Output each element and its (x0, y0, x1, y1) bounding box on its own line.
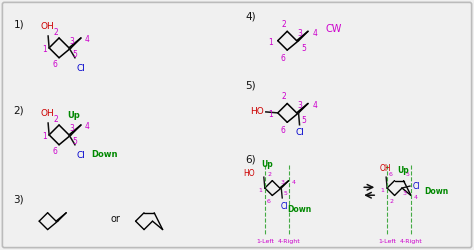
Text: Cl: Cl (281, 202, 288, 211)
Text: HO: HO (243, 169, 255, 178)
Text: 6): 6) (245, 155, 255, 165)
Text: 2: 2 (282, 92, 287, 101)
Text: 1: 1 (268, 110, 273, 119)
Text: 5: 5 (301, 44, 306, 53)
Text: 6: 6 (389, 172, 392, 177)
Text: 5: 5 (301, 116, 306, 125)
Text: 2: 2 (390, 199, 393, 204)
Text: 4): 4) (245, 11, 255, 21)
Text: or: or (111, 214, 121, 224)
Text: 5): 5) (245, 80, 255, 90)
Text: 3: 3 (297, 29, 302, 38)
Text: 3: 3 (70, 38, 74, 46)
Text: OH: OH (40, 22, 54, 31)
Text: 1: 1 (258, 188, 262, 192)
Text: 4-Right: 4-Right (277, 239, 300, 244)
Text: 4-Right: 4-Right (400, 239, 422, 244)
Text: 6: 6 (266, 199, 270, 204)
Text: 3: 3 (70, 124, 74, 134)
Text: 1-Left: 1-Left (378, 239, 396, 244)
Text: OH: OH (40, 109, 54, 118)
Text: 3: 3 (403, 192, 407, 196)
Text: 4: 4 (84, 36, 89, 44)
Text: 1-Left: 1-Left (256, 239, 274, 244)
Text: Up: Up (397, 166, 409, 175)
Text: Cl: Cl (77, 151, 86, 160)
Text: 4: 4 (292, 180, 296, 185)
Text: 2: 2 (267, 172, 271, 177)
Text: 3: 3 (297, 102, 302, 110)
Text: OH: OH (379, 164, 391, 173)
FancyBboxPatch shape (2, 2, 472, 248)
Text: 1: 1 (42, 132, 46, 141)
Text: 1: 1 (42, 45, 46, 54)
Text: Cl: Cl (413, 182, 420, 190)
Text: 4: 4 (312, 101, 318, 110)
Text: 2: 2 (54, 28, 58, 36)
Text: 5: 5 (73, 137, 77, 146)
Text: 2: 2 (54, 114, 58, 124)
Text: 3): 3) (13, 194, 24, 204)
Text: 1: 1 (380, 188, 384, 192)
Text: CW: CW (326, 24, 342, 34)
Text: 4: 4 (84, 122, 89, 132)
Text: 2: 2 (282, 20, 287, 29)
Text: 2): 2) (13, 105, 24, 115)
Text: 6: 6 (281, 54, 286, 62)
Text: 4: 4 (312, 29, 318, 38)
Text: 3: 3 (281, 180, 285, 184)
Text: Down: Down (91, 150, 118, 159)
Text: 6: 6 (53, 60, 57, 69)
Text: HO: HO (250, 108, 264, 116)
Text: Cl: Cl (77, 64, 86, 73)
Text: 4: 4 (414, 195, 418, 200)
Text: Down: Down (287, 205, 311, 214)
Text: 5: 5 (406, 172, 410, 177)
Text: 1): 1) (13, 19, 24, 29)
Text: Up: Up (67, 110, 80, 120)
Text: 5: 5 (283, 192, 287, 196)
Text: 6: 6 (53, 147, 57, 156)
Text: Cl: Cl (295, 128, 304, 137)
Text: 5: 5 (73, 50, 77, 59)
Text: 1: 1 (268, 38, 273, 47)
Text: Down: Down (424, 186, 448, 196)
Text: Up: Up (262, 160, 273, 169)
Text: 6: 6 (281, 126, 286, 135)
